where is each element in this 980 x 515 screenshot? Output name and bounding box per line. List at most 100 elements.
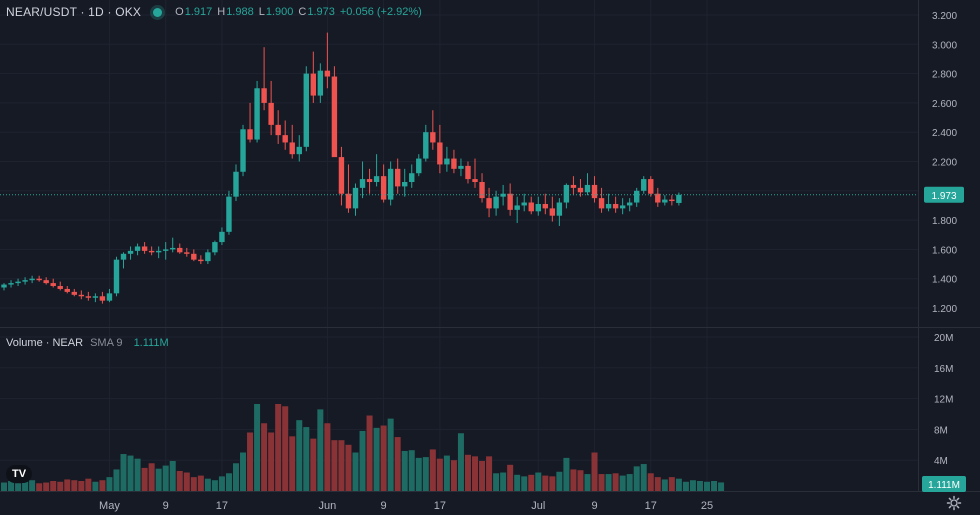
price-tick-label: 1.200 bbox=[932, 304, 957, 315]
last-volume-badge bbox=[922, 476, 966, 492]
candle-body bbox=[261, 88, 267, 103]
candle-body bbox=[366, 179, 373, 183]
high-value: 1.988 bbox=[226, 6, 254, 18]
candle-body bbox=[655, 193, 661, 203]
volume-bar bbox=[429, 449, 436, 491]
volume-bar bbox=[711, 480, 718, 491]
candle-body bbox=[598, 198, 605, 209]
time-tick-label: 17 bbox=[645, 500, 657, 512]
time-tick-label: May bbox=[99, 500, 120, 512]
candle-body bbox=[556, 202, 563, 216]
volume-tick-label: 12M bbox=[934, 395, 953, 406]
candle-body bbox=[324, 70, 331, 77]
volume-bar bbox=[261, 423, 268, 491]
symbol-legend[interactable]: NEAR/USDT · 1D · OKX O 1.917 H 1.988 L 1.90… bbox=[6, 5, 422, 19]
volume-bar bbox=[282, 406, 289, 491]
volume-bar bbox=[211, 480, 218, 491]
market-status-icon[interactable] bbox=[153, 7, 163, 17]
volume-bar bbox=[493, 473, 500, 491]
volume-bar bbox=[92, 481, 99, 491]
volume-tick-label: 4M bbox=[934, 456, 948, 467]
volume-bars bbox=[1, 403, 725, 491]
candle-body bbox=[479, 182, 485, 199]
volume-bar bbox=[647, 473, 654, 491]
volume-bar bbox=[352, 452, 359, 491]
last-volume-text: 1.111M bbox=[928, 480, 960, 491]
price-tick-label: 1.400 bbox=[932, 275, 957, 286]
candle-body bbox=[331, 76, 338, 158]
gear-icon[interactable] bbox=[946, 495, 962, 511]
volume-bar bbox=[591, 452, 598, 491]
volume-bar bbox=[570, 469, 577, 491]
candle-body bbox=[387, 168, 394, 200]
volume-bar bbox=[148, 463, 155, 491]
volume-bar bbox=[605, 474, 612, 491]
volume-bar bbox=[668, 477, 675, 491]
time-tick-label: 25 bbox=[701, 500, 713, 512]
candle-body bbox=[394, 168, 401, 187]
candle-body bbox=[514, 205, 520, 210]
volume-bar bbox=[394, 437, 401, 491]
volume-bar bbox=[232, 463, 239, 491]
candle-body bbox=[191, 253, 197, 260]
volume-bar bbox=[661, 479, 668, 491]
volume-bar bbox=[535, 472, 542, 491]
volume-bar bbox=[718, 482, 725, 491]
volume-tick-label: 20M bbox=[934, 333, 953, 344]
candle-body bbox=[605, 203, 612, 209]
volume-bar bbox=[29, 480, 36, 491]
volume-bar bbox=[289, 436, 296, 491]
candle-body bbox=[641, 179, 647, 191]
volume-bar bbox=[387, 418, 394, 491]
candle-body bbox=[141, 246, 148, 251]
candle-body bbox=[535, 203, 541, 212]
low-label: L bbox=[258, 6, 265, 18]
volume-bar bbox=[162, 465, 169, 491]
candle-body bbox=[85, 296, 92, 298]
candle-body bbox=[380, 176, 387, 200]
volume-bar bbox=[204, 478, 211, 491]
volume-bar bbox=[450, 460, 457, 491]
candle-body bbox=[549, 208, 556, 216]
open-value: 1.917 bbox=[184, 6, 213, 18]
candle-body bbox=[226, 196, 232, 232]
candle-body bbox=[177, 247, 183, 253]
volume-bar bbox=[443, 455, 450, 491]
volume-bar bbox=[338, 440, 345, 491]
volume-bar bbox=[436, 458, 443, 491]
candle-body bbox=[458, 165, 464, 169]
volume-bar bbox=[127, 455, 134, 491]
tradingview-logo-icon[interactable]: TV bbox=[6, 465, 32, 483]
volume-bar bbox=[577, 470, 584, 491]
volume-bar bbox=[1, 482, 7, 491]
candle-body bbox=[472, 179, 478, 183]
volume-bar bbox=[113, 469, 120, 491]
candle-body bbox=[212, 242, 218, 253]
volume-bar bbox=[36, 483, 43, 491]
candle-body bbox=[486, 198, 492, 209]
candle-body bbox=[451, 158, 457, 169]
candle-body bbox=[57, 286, 63, 289]
candle-body bbox=[134, 246, 141, 251]
volume-sma-label: SMA 9 bbox=[90, 337, 123, 349]
candle-body bbox=[634, 190, 640, 203]
candle-body bbox=[240, 129, 246, 172]
candle-body bbox=[626, 202, 633, 206]
candle-body bbox=[338, 157, 345, 194]
volume-bar bbox=[366, 415, 373, 491]
volume-bar bbox=[64, 479, 71, 491]
volume-bar bbox=[268, 432, 275, 491]
last-price-badge bbox=[924, 186, 964, 203]
time-tick-label: 17 bbox=[434, 500, 446, 512]
candle-body bbox=[282, 135, 288, 143]
time-axis[interactable]: May 9 17 Jun 9 17 Jul 9 17 25 bbox=[99, 500, 713, 512]
candle-body bbox=[528, 202, 534, 212]
volume-bar bbox=[78, 480, 85, 491]
volume-bar bbox=[457, 433, 464, 491]
symbol-title[interactable]: NEAR/USDT · 1D · OKX bbox=[6, 5, 142, 19]
volume-bar bbox=[521, 476, 528, 491]
volume-legend[interactable]: Volume · NEAR SMA 9 1.111M bbox=[6, 337, 169, 349]
volume-title[interactable]: Volume · NEAR bbox=[6, 337, 84, 349]
volume-bar bbox=[317, 409, 324, 491]
